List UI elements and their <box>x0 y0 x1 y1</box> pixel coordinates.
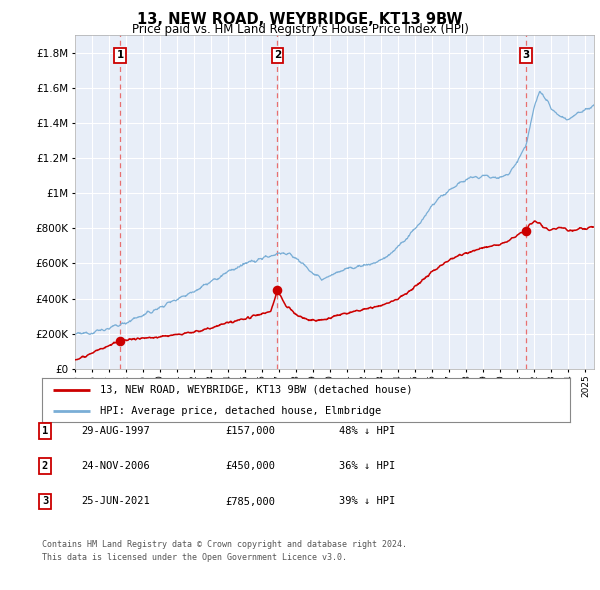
Point <box>272 285 282 294</box>
Text: 48% ↓ HPI: 48% ↓ HPI <box>339 426 395 435</box>
Text: 25-JUN-2021: 25-JUN-2021 <box>81 497 150 506</box>
Text: 1: 1 <box>116 50 124 60</box>
Text: 3: 3 <box>522 50 529 60</box>
Text: HPI: Average price, detached house, Elmbridge: HPI: Average price, detached house, Elmb… <box>100 406 382 416</box>
Text: Price paid vs. HM Land Registry's House Price Index (HPI): Price paid vs. HM Land Registry's House … <box>131 23 469 36</box>
Text: 36% ↓ HPI: 36% ↓ HPI <box>339 461 395 471</box>
Text: Contains HM Land Registry data © Crown copyright and database right 2024.: Contains HM Land Registry data © Crown c… <box>42 540 407 549</box>
Text: 3: 3 <box>42 497 48 506</box>
Text: This data is licensed under the Open Government Licence v3.0.: This data is licensed under the Open Gov… <box>42 553 347 562</box>
Text: 2: 2 <box>274 50 281 60</box>
Text: 1: 1 <box>42 426 48 435</box>
Text: £450,000: £450,000 <box>225 461 275 471</box>
Text: 24-NOV-2006: 24-NOV-2006 <box>81 461 150 471</box>
Text: £157,000: £157,000 <box>225 426 275 435</box>
Point <box>115 336 125 346</box>
Text: 13, NEW ROAD, WEYBRIDGE, KT13 9BW: 13, NEW ROAD, WEYBRIDGE, KT13 9BW <box>137 12 463 27</box>
Text: £785,000: £785,000 <box>225 497 275 506</box>
Text: 39% ↓ HPI: 39% ↓ HPI <box>339 497 395 506</box>
Text: 13, NEW ROAD, WEYBRIDGE, KT13 9BW (detached house): 13, NEW ROAD, WEYBRIDGE, KT13 9BW (detac… <box>100 385 413 395</box>
Point <box>521 227 530 236</box>
Text: 29-AUG-1997: 29-AUG-1997 <box>81 426 150 435</box>
Text: 2: 2 <box>42 461 48 471</box>
